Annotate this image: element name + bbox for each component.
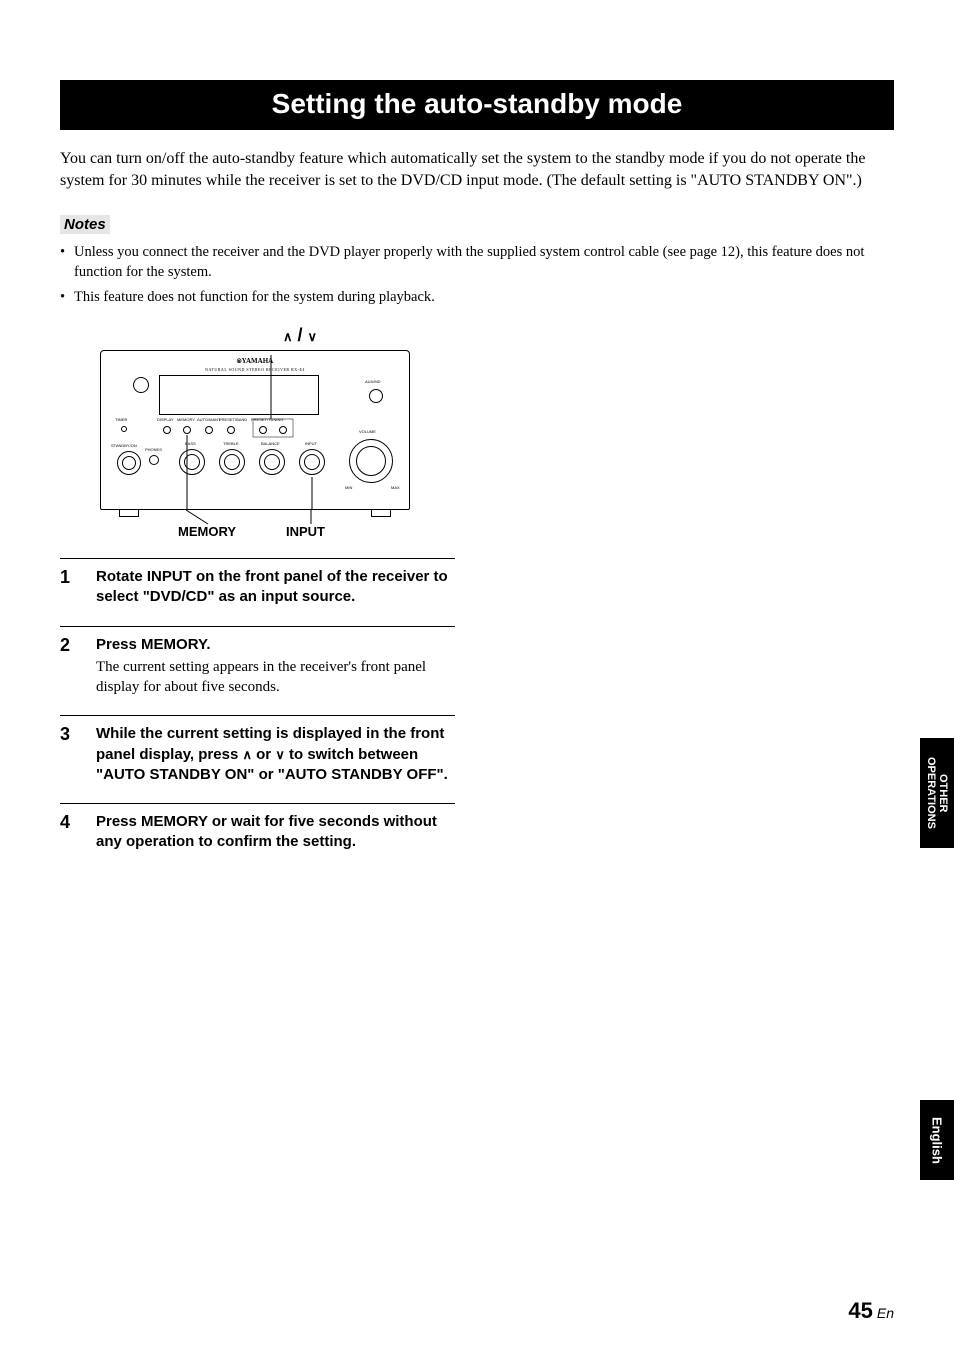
phones-jack [149, 455, 159, 465]
section-tab: OTHER OPERATIONS [920, 738, 954, 848]
input-knob [299, 449, 325, 475]
min-label: MIN [345, 485, 352, 490]
language-tab: English [920, 1100, 954, 1180]
balance-label: BALANCE [261, 441, 280, 446]
volume-knob [349, 439, 393, 483]
max-label: MAX [391, 485, 400, 490]
front-display [159, 375, 319, 415]
chevron-label: ∧ / ∨ [100, 325, 410, 346]
ir-sensor [133, 377, 149, 393]
step-item: 2 Press MEMORY. The current setting appe… [60, 626, 455, 716]
section-tab-line1: OTHER [937, 757, 949, 829]
note-item: Unless you connect the receiver and the … [60, 242, 894, 283]
standby-button [117, 451, 141, 475]
step-number: 1 [60, 567, 96, 608]
chevron-down-icon: ∨ [275, 747, 285, 762]
step-item: 3 While the current setting is displayed… [60, 715, 455, 803]
step-desc: The current setting appears in the recei… [96, 657, 455, 698]
manual-page: Setting the auto-standby mode You can tu… [0, 0, 954, 1308]
timer-button [121, 426, 127, 432]
step-head: While the current setting is displayed i… [96, 724, 455, 785]
step-item: 1 Rotate INPUT on the front panel of the… [60, 558, 455, 626]
treble-label: TREBLE [223, 441, 239, 446]
step-head-mid: or [252, 746, 275, 763]
volume-label: VOLUME [359, 429, 376, 434]
tuning-button [205, 426, 213, 434]
intro-paragraph: You can turn on/off the auto-standby fea… [60, 148, 894, 191]
memory-button [183, 426, 191, 434]
page-title: Setting the auto-standby mode [60, 80, 894, 130]
preset-down-button [259, 426, 267, 434]
input-label: INPUT [305, 441, 317, 446]
memory-label: MEMORY [177, 417, 195, 422]
receiver-diagram: ∧ / ∨ ⦾YAMAHA NATURAL SOUND STEREO RECEI… [100, 325, 894, 540]
language-label: English [930, 1117, 945, 1164]
brand-logo: ⦾YAMAHA [237, 357, 273, 366]
page-number-suffix: En [877, 1305, 894, 1321]
step-head: Rotate INPUT on the front panel of the r… [96, 567, 455, 608]
bass-knob [179, 449, 205, 475]
section-tab-line2: OPERATIONS [925, 757, 937, 829]
balance-knob [259, 449, 285, 475]
diagram-callouts: MEMORY INPUT [100, 510, 410, 540]
step-body: Press MEMORY or wait for five seconds wi… [96, 812, 455, 853]
notes-label: Notes [60, 215, 110, 234]
preset-label: PRESET/TUNING [251, 417, 283, 422]
step-number: 4 [60, 812, 96, 853]
tuning-label: AUTO/MAN'L [197, 417, 221, 422]
model-text: NATURAL SOUND STEREO RECEIVER RX-E4 [205, 367, 305, 372]
display-button [163, 426, 171, 434]
band-label: PRESET/BAND [219, 417, 247, 422]
step-head: Press MEMORY. [96, 635, 455, 655]
callout-input: INPUT [286, 524, 325, 539]
receiver-front-panel: ⦾YAMAHA NATURAL SOUND STEREO RECEIVER RX… [100, 350, 410, 510]
bass-label: BASS [185, 441, 196, 446]
note-item: This feature does not function for the s… [60, 287, 894, 307]
callout-memory: MEMORY [178, 524, 236, 539]
step-body: Rotate INPUT on the front panel of the r… [96, 567, 455, 608]
treble-knob [219, 449, 245, 475]
timer-label: TIMER [115, 417, 127, 422]
steps-list: 1 Rotate INPUT on the front panel of the… [60, 558, 455, 871]
notes-section: Notes Unless you connect the receiver an… [60, 215, 894, 307]
step-body: While the current setting is displayed i… [96, 724, 455, 785]
band-button [227, 426, 235, 434]
page-number-value: 45 [848, 1298, 872, 1323]
aux-label: AUX/MD [365, 379, 381, 384]
display-label: DISPLAY [157, 417, 174, 422]
step-head: Press MEMORY or wait for five seconds wi… [96, 812, 455, 853]
page-number: 45 En [848, 1298, 894, 1324]
step-body: Press MEMORY. The current setting appear… [96, 635, 455, 698]
phones-label: PHONES [145, 447, 162, 452]
preset-up-button [279, 426, 287, 434]
standby-label: STANDBY/ON [111, 443, 137, 448]
step-number: 2 [60, 635, 96, 698]
chevron-up-icon: ∧ [242, 747, 252, 762]
notes-list: Unless you connect the receiver and the … [60, 242, 894, 307]
step-number: 3 [60, 724, 96, 785]
step-item: 4 Press MEMORY or wait for five seconds … [60, 803, 455, 871]
aux-jack [369, 389, 383, 403]
